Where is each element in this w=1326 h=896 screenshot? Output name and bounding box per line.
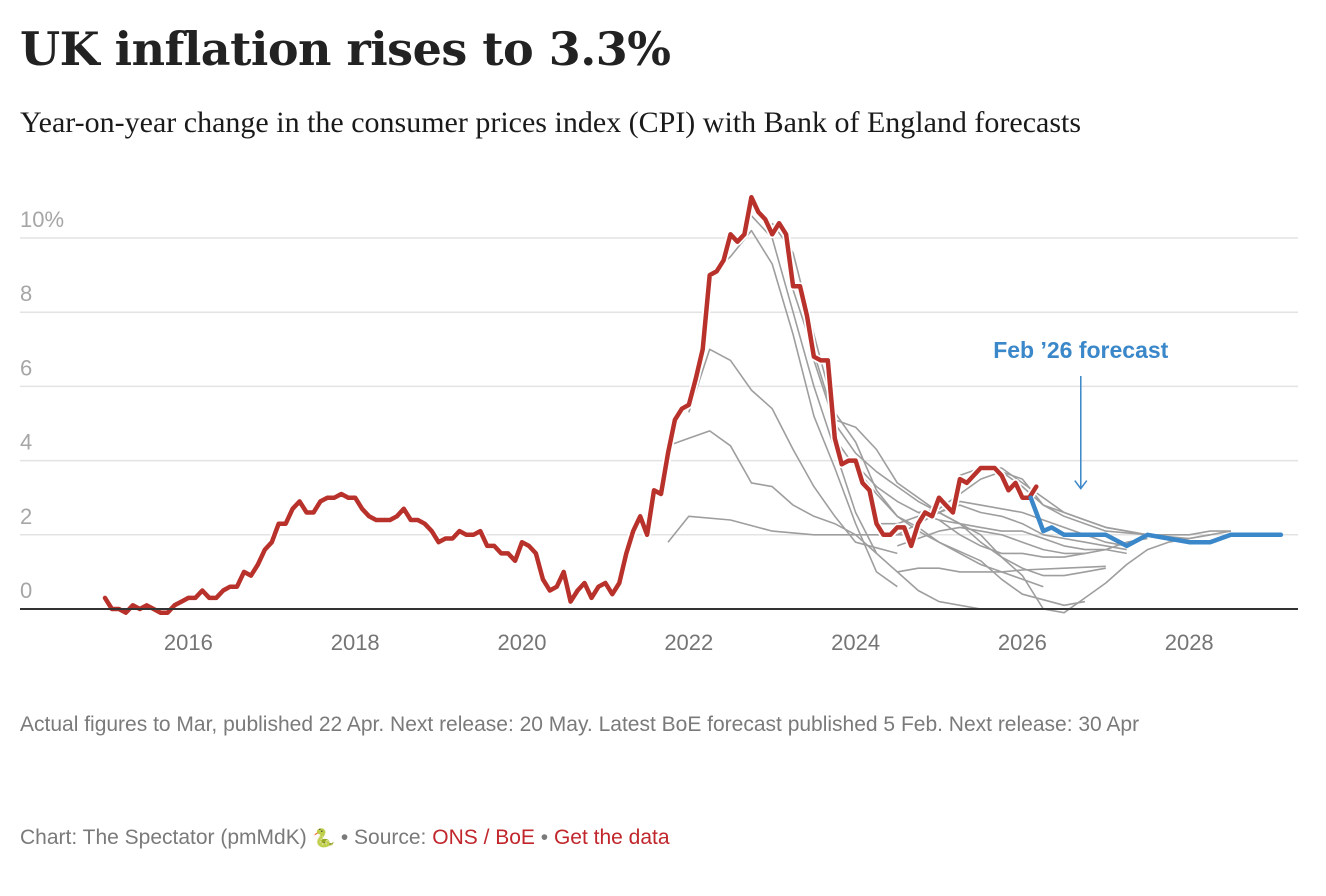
annotation-arrow-head	[1074, 480, 1088, 490]
source-label: • Source:	[335, 826, 433, 849]
y-tick-label: 8	[20, 281, 32, 306]
past-forecast-line	[980, 467, 1232, 540]
chart-area: 0 2 4 6 8 10% 2016 2018 2020 2022 2024 2026 2028 Fe…	[20, 193, 1298, 655]
past-forecast-line	[771, 222, 1086, 607]
past-forecast-line	[667, 430, 878, 554]
past-forecast-line	[855, 463, 1148, 558]
y-tick-label: 0	[20, 578, 32, 603]
x-tick-label: 2020	[498, 630, 547, 655]
latest-forecast-line	[1028, 495, 1284, 549]
past-forecast-line	[938, 519, 1127, 555]
y-tick-label: 4	[20, 430, 32, 455]
annotation-group: Feb ’26 forecast	[993, 337, 1169, 490]
x-tick-label: 2026	[998, 630, 1047, 655]
latest-forecast-layer	[1028, 495, 1284, 549]
actual-cpi-layer	[101, 193, 1040, 617]
x-tick-label: 2024	[831, 630, 880, 655]
y-tick-label: 10%	[20, 207, 64, 232]
x-tick-label: 2018	[331, 630, 380, 655]
x-tick-label: 2028	[1165, 630, 1214, 655]
chart-notes: Actual figures to Mar, published 22 Apr.…	[20, 713, 1140, 736]
y-tick-label: 6	[20, 355, 32, 380]
chart-subtitle: Year-on-year change in the consumer pric…	[20, 106, 1082, 139]
annotation-label: Feb ’26 forecast	[993, 337, 1168, 363]
past-forecast-line	[688, 348, 898, 555]
y-tick-label: 2	[20, 504, 32, 529]
credit-text: Chart: The Spectator (pmMdK)	[20, 826, 307, 849]
snake-icon: 🐍	[312, 828, 335, 848]
x-tick-label: 2016	[164, 630, 213, 655]
past-forecast-line	[750, 215, 981, 610]
past-forecast-lines	[667, 215, 1232, 614]
past-forecast-line	[897, 565, 1106, 573]
x-tick-label: 2022	[664, 630, 713, 655]
y-axis-ticks: 0 2 4 6 8 10%	[20, 207, 64, 603]
x-axis-ticks: 2016 2018 2020 2022 2024 2026 2028	[164, 630, 1214, 655]
actual-cpi-line	[102, 194, 1039, 615]
separator: •	[534, 826, 554, 849]
source-link[interactable]: ONS / BoE	[432, 826, 535, 849]
get-data-link[interactable]: Get the data	[553, 826, 670, 849]
actual-cpi-halo	[101, 193, 1040, 617]
past-forecast-line	[897, 526, 1085, 555]
chart-credit: Chart: The Spectator (pmMdK) 🐍 • Source:…	[20, 826, 670, 850]
chart-title: UK inflation rises to 3.3%	[20, 22, 671, 76]
gridlines	[20, 237, 1298, 536]
